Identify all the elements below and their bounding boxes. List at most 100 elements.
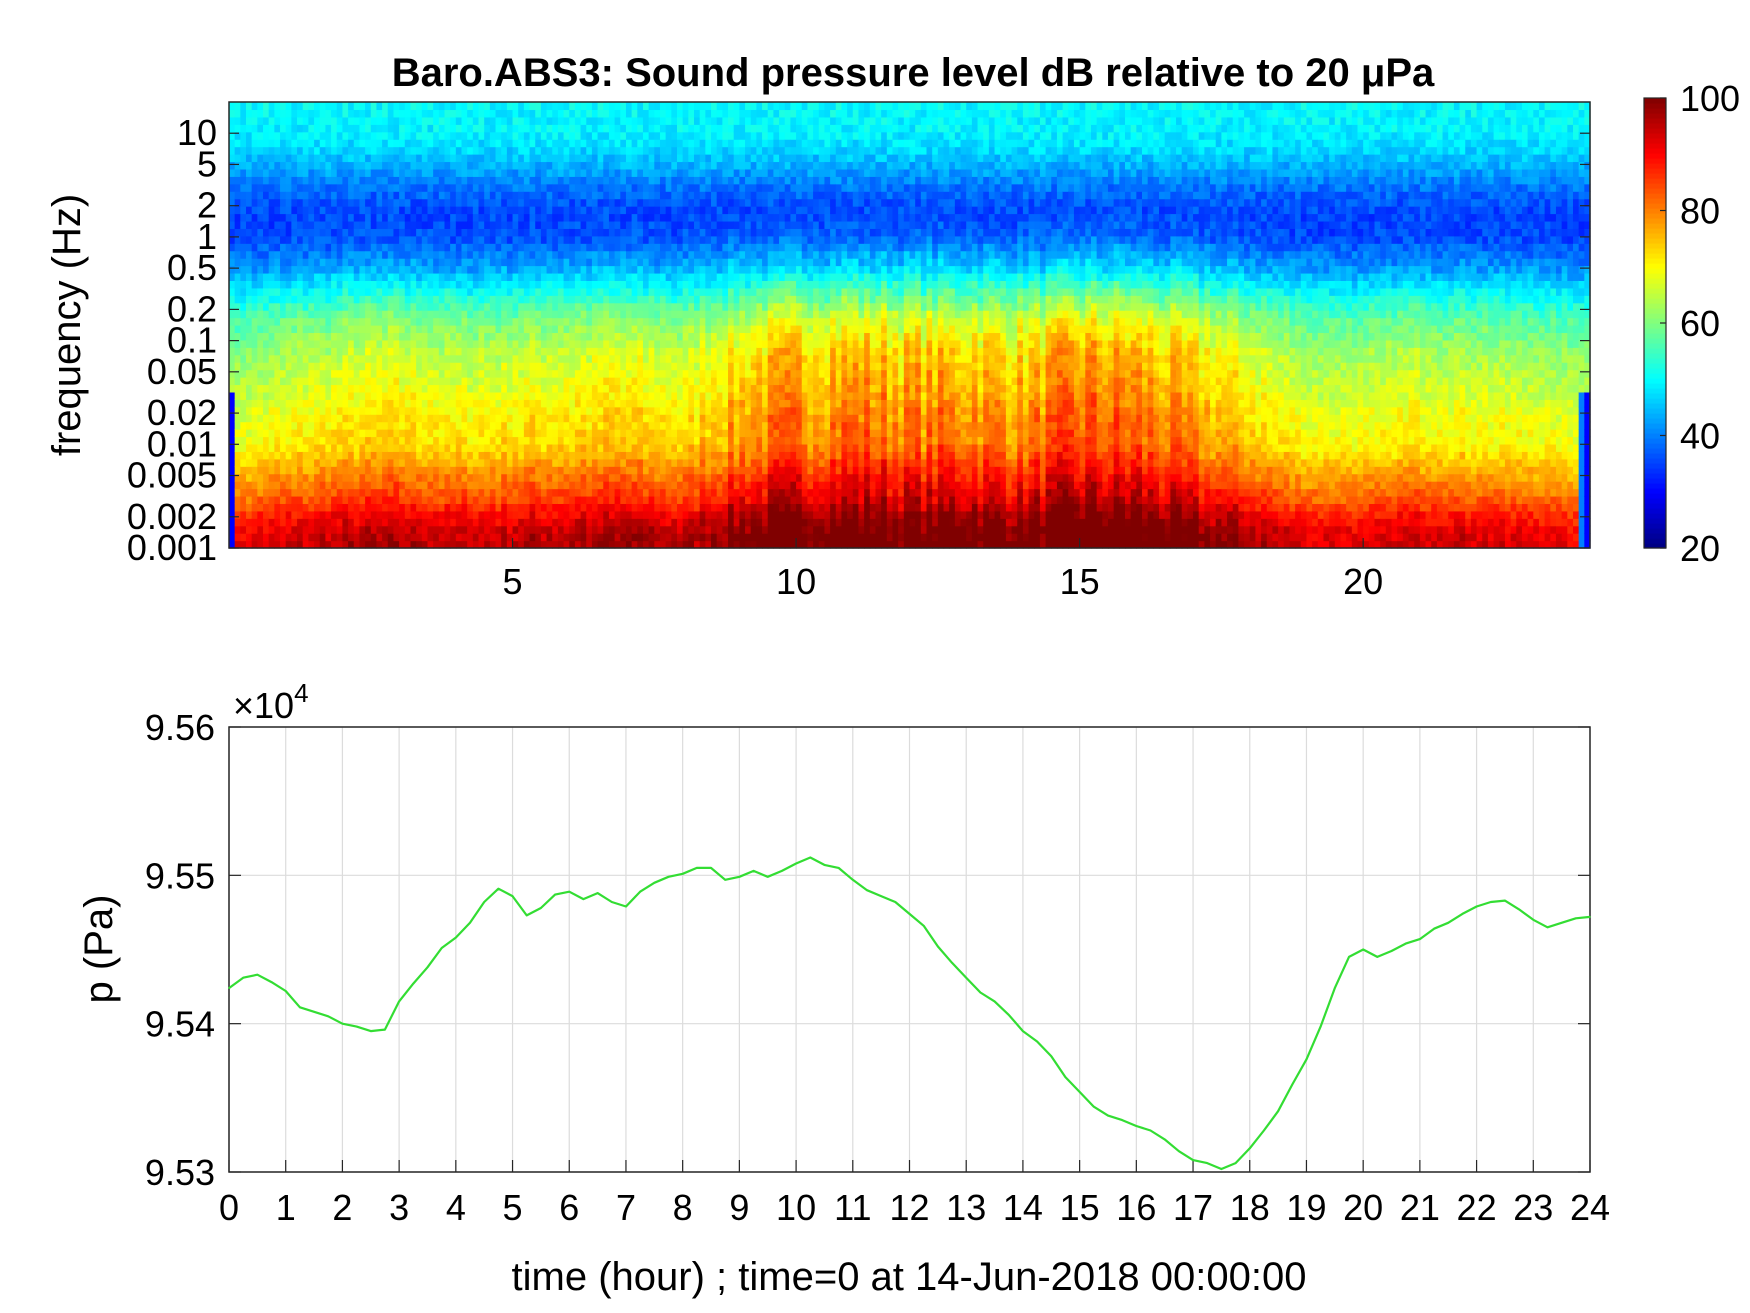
spectrogram-cell xyxy=(342,310,349,319)
spectrogram-cell xyxy=(348,102,355,111)
spectrogram-cell xyxy=(620,429,627,438)
spectrogram-cell xyxy=(370,488,378,497)
spectrogram-cell xyxy=(620,473,627,482)
spectrogram-cell xyxy=(410,265,417,274)
spectrogram-cell xyxy=(404,473,412,482)
spectrogram-cell xyxy=(399,258,406,267)
spectrogram-cell xyxy=(637,525,644,534)
spectrogram-cell xyxy=(297,436,304,445)
spectrogram-cell xyxy=(529,458,536,467)
spectrogram-cell xyxy=(694,473,701,482)
spectrogram-cell xyxy=(370,265,378,274)
spectrogram-cell xyxy=(677,310,684,319)
spectrogram-cell xyxy=(274,362,281,371)
spectrogram-cell xyxy=(370,325,378,334)
spectrogram-cell xyxy=(694,265,701,274)
spectrogram-cell xyxy=(427,258,434,267)
spectrogram-cell xyxy=(370,436,378,445)
spectrogram-cell xyxy=(342,362,349,371)
spectrogram-cell xyxy=(280,124,287,133)
spectrogram-cell xyxy=(274,377,281,386)
spectrogram-cell xyxy=(677,525,684,534)
spectrogram-cell xyxy=(348,124,355,133)
spectrogram-cell xyxy=(659,243,667,252)
spectrogram-cell xyxy=(455,354,463,363)
spectrogram-cell xyxy=(274,280,281,289)
spectrogram-cell xyxy=(285,213,292,222)
spectrogram-cell xyxy=(336,102,344,111)
spectrogram-cell xyxy=(404,228,412,237)
spectrogram-cell xyxy=(336,191,344,200)
spectrogram-cell xyxy=(608,384,616,393)
spectrogram-cell xyxy=(642,287,650,296)
spectrogram-cell xyxy=(280,495,287,504)
spectrogram-cell xyxy=(263,325,270,334)
spectrogram-cell xyxy=(285,250,292,259)
spectrogram-cell xyxy=(376,146,383,155)
spectrogram-cell xyxy=(648,377,655,386)
spectrogram-cell xyxy=(291,458,298,467)
spectrogram-cell xyxy=(688,436,695,445)
spectrogram-cell xyxy=(416,488,423,497)
spectrogram-cell xyxy=(523,139,531,148)
spectrogram-cell xyxy=(569,391,576,400)
spectrogram-cell xyxy=(229,540,236,549)
spectrogram-cell xyxy=(506,525,514,534)
spectrogram-cell xyxy=(552,384,559,393)
spectrogram-cell xyxy=(433,124,440,133)
spectrogram-cell xyxy=(688,235,695,244)
spectrogram-cell xyxy=(659,518,667,527)
spectrogram-cell xyxy=(535,168,542,177)
spectrogram-cell xyxy=(535,272,542,281)
spectrogram-cell xyxy=(427,510,434,519)
spectrogram-cell xyxy=(506,206,514,215)
spectrogram-cell xyxy=(274,228,281,237)
spectrogram-cell xyxy=(574,421,582,430)
spectrogram-cell xyxy=(529,495,536,504)
spectrogram-cell xyxy=(580,280,587,289)
spectrogram-cell xyxy=(472,310,480,319)
spectrogram-cell xyxy=(688,451,695,460)
spectrogram-cell xyxy=(552,503,559,512)
spectrogram-cell xyxy=(455,124,463,133)
spectrogram-cell xyxy=(229,116,236,125)
spectrogram-cell xyxy=(246,510,253,519)
spectrogram-cell xyxy=(512,176,519,185)
spectrogram-cell xyxy=(353,518,361,527)
spectrogram-cell xyxy=(580,220,587,229)
spectrogram-cell xyxy=(285,258,292,267)
spectrogram-cell xyxy=(336,362,344,371)
spectrogram-cell xyxy=(659,436,667,445)
spectrogram-cell xyxy=(393,109,400,118)
spectrogram-cell xyxy=(461,139,468,148)
spectrogram-cell xyxy=(297,391,304,400)
spectrogram-cell xyxy=(348,399,355,408)
spectrogram-cell xyxy=(478,109,485,118)
spectrogram-cell xyxy=(506,131,514,140)
spectrogram-cell xyxy=(268,176,275,185)
spectrogram-cell xyxy=(455,154,463,163)
spectrogram-cell xyxy=(416,436,423,445)
spectrogram-cell xyxy=(614,495,621,504)
spectrogram-cell xyxy=(665,280,672,289)
spectrogram-cell xyxy=(302,399,309,408)
spectrogram-cell xyxy=(512,518,519,527)
spectrogram-cell xyxy=(682,168,689,177)
spectrogram-cell xyxy=(359,533,366,542)
spectrogram-cell xyxy=(461,540,468,549)
spectrogram-cell xyxy=(642,414,650,423)
spectrogram-cell xyxy=(569,183,576,192)
spectrogram-cell xyxy=(240,191,247,200)
spectrogram-cell xyxy=(251,436,258,445)
spectrogram-cell xyxy=(546,272,553,281)
spectrogram-cell xyxy=(438,481,446,490)
spectrogram-cell xyxy=(331,488,338,497)
spectrogram-cell xyxy=(671,168,678,177)
spectrogram-cell xyxy=(546,406,553,415)
spectrogram-cell xyxy=(478,495,485,504)
spectrogram-cell xyxy=(506,332,514,341)
spectrogram-cell xyxy=(467,377,474,386)
spectrogram-cell xyxy=(455,146,463,155)
spectrogram-cell xyxy=(359,429,366,438)
spectrogram-cell xyxy=(302,258,309,267)
